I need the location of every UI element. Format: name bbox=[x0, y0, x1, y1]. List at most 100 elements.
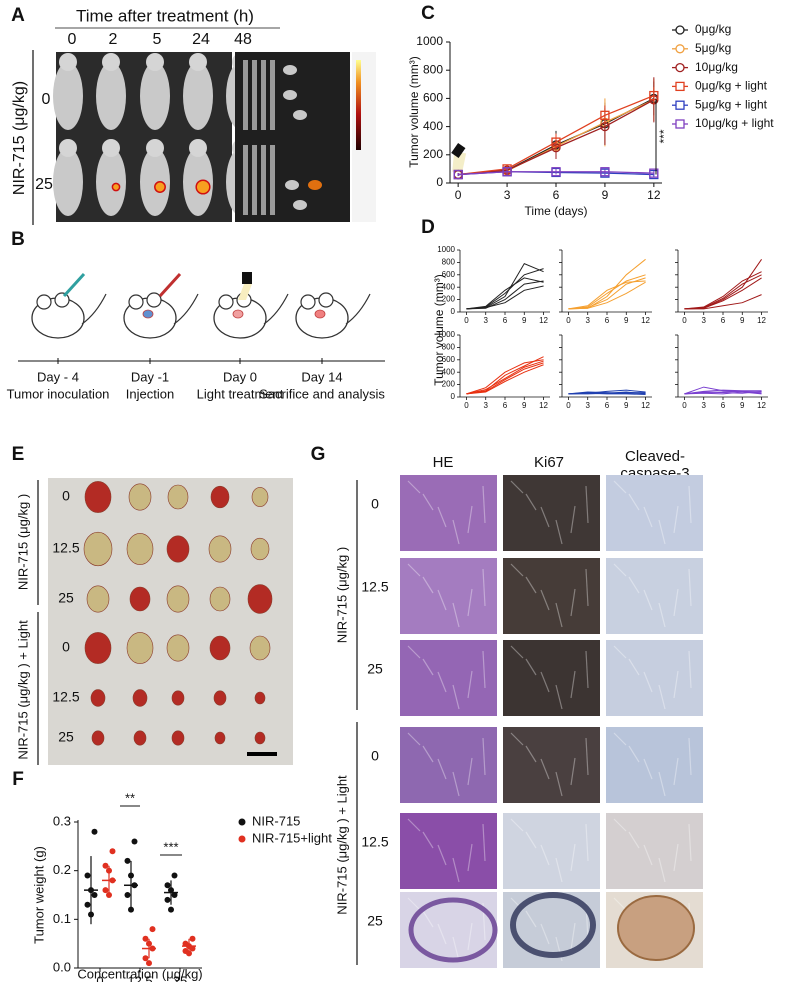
b-mouse-tail bbox=[263, 293, 289, 325]
g-column-header: Ki67 bbox=[534, 454, 564, 471]
d-x-tick-label: 9 bbox=[740, 401, 745, 410]
b-light bbox=[238, 284, 252, 300]
b-lamp bbox=[242, 272, 252, 284]
g-micrograph bbox=[606, 727, 703, 803]
d-series-line bbox=[684, 271, 762, 310]
g-texture bbox=[422, 576, 434, 594]
d-series-line bbox=[466, 356, 544, 395]
d-x-tick-label: 9 bbox=[624, 401, 629, 410]
a-organ bbox=[293, 200, 307, 210]
g-micrograph bbox=[606, 558, 703, 634]
g-texture bbox=[407, 480, 421, 494]
g-texture bbox=[437, 506, 447, 528]
f-point bbox=[171, 872, 178, 879]
c-x-tick-label: 3 bbox=[504, 188, 511, 202]
g-texture bbox=[673, 670, 679, 699]
g-texture bbox=[482, 568, 486, 607]
g-texture bbox=[422, 745, 434, 763]
c-y-tick-label: 400 bbox=[423, 119, 443, 133]
e-tumor bbox=[171, 730, 185, 746]
b-step: Light treatment bbox=[197, 386, 284, 401]
d-series-line bbox=[568, 258, 646, 310]
g-texture bbox=[658, 857, 666, 883]
g-dose: 12.5 bbox=[361, 579, 388, 595]
panel-label: G bbox=[311, 444, 326, 465]
g-micrograph bbox=[606, 475, 703, 551]
a-signal bbox=[195, 179, 211, 195]
e-dose: 12.5 bbox=[52, 540, 79, 556]
c-x-tick-label: 9 bbox=[602, 188, 609, 202]
b-step: Tumor inoculation bbox=[7, 386, 110, 401]
d-x-tick-label: 3 bbox=[701, 316, 706, 325]
g-dose: 25 bbox=[367, 661, 383, 677]
b-day: Day - 4 bbox=[37, 369, 79, 384]
f-point bbox=[84, 872, 91, 879]
g-texture bbox=[525, 831, 537, 849]
g-texture bbox=[613, 732, 627, 746]
e-tumor bbox=[209, 635, 231, 661]
a-organ bbox=[252, 60, 257, 130]
c-legend-label: 0μg/kg bbox=[695, 22, 731, 36]
f-legend-label: NIR-715+light bbox=[252, 830, 332, 845]
a-organ bbox=[293, 110, 307, 120]
f-y-tick-label: 0.3 bbox=[53, 813, 71, 828]
g-texture bbox=[613, 818, 627, 832]
c-legend-label: 10μg/kg bbox=[695, 60, 738, 74]
a-mouse-head bbox=[59, 139, 77, 157]
a-organ bbox=[252, 145, 257, 215]
g-texture bbox=[585, 650, 589, 689]
f-point bbox=[186, 950, 192, 957]
e-dose: 12.5 bbox=[52, 689, 79, 705]
g-texture bbox=[658, 684, 666, 710]
a-time: 0 bbox=[68, 31, 77, 48]
d-x-tick-label: 6 bbox=[605, 401, 610, 410]
e-tumor bbox=[251, 487, 269, 507]
g-micrograph bbox=[400, 727, 497, 803]
g-texture bbox=[570, 588, 576, 617]
b-mouse-tail bbox=[81, 293, 107, 325]
e-photo bbox=[48, 478, 293, 765]
f-point bbox=[146, 940, 152, 947]
e-tumor bbox=[84, 481, 112, 513]
g-texture bbox=[585, 737, 589, 776]
f-point bbox=[102, 887, 109, 894]
c-marker bbox=[502, 167, 512, 177]
g-texture bbox=[525, 658, 537, 676]
g-texture bbox=[422, 493, 434, 511]
b-syringe bbox=[158, 272, 182, 298]
b-mouse-ear bbox=[146, 292, 162, 308]
d-x-tick-label: 12 bbox=[539, 316, 548, 325]
d-y-tick-label: 0 bbox=[451, 392, 456, 401]
g-texture bbox=[510, 480, 524, 494]
d-x-tick-label: 9 bbox=[522, 316, 527, 325]
f-significance: ** bbox=[125, 790, 135, 805]
a-mouse bbox=[96, 62, 126, 130]
e-tumor bbox=[247, 584, 273, 614]
f-y-tick-label: 0.2 bbox=[53, 862, 71, 877]
a-mouse bbox=[53, 62, 83, 130]
g-texture bbox=[510, 732, 524, 746]
a-organ bbox=[308, 180, 322, 190]
c-legend-label: 0μg/kg + light bbox=[695, 79, 768, 93]
e-dose: 0 bbox=[62, 488, 70, 504]
d-x-tick-label: 6 bbox=[503, 316, 508, 325]
g-texture bbox=[628, 831, 640, 849]
c-legend-label: 5μg/kg bbox=[695, 41, 731, 55]
e-tumor bbox=[86, 585, 110, 613]
a-time: 5 bbox=[153, 31, 162, 48]
c-marker bbox=[600, 167, 610, 177]
g-texture bbox=[407, 818, 421, 832]
a-axis-label: NIR-715 (μg/kg) bbox=[11, 81, 28, 195]
g-texture bbox=[510, 818, 524, 832]
c-y-tick-label: 0 bbox=[436, 175, 443, 189]
d-x-tick-label: 9 bbox=[740, 316, 745, 325]
a-signal bbox=[154, 181, 166, 193]
g-texture bbox=[407, 732, 421, 746]
g-dose: 0 bbox=[371, 496, 379, 512]
d-x-tick-label: 6 bbox=[503, 401, 508, 410]
d-x-tick-label: 12 bbox=[539, 401, 548, 410]
f-point bbox=[142, 935, 149, 942]
a-mouse-head bbox=[189, 139, 207, 157]
panel-label: E bbox=[12, 444, 25, 465]
c-light-beam bbox=[452, 151, 467, 173]
